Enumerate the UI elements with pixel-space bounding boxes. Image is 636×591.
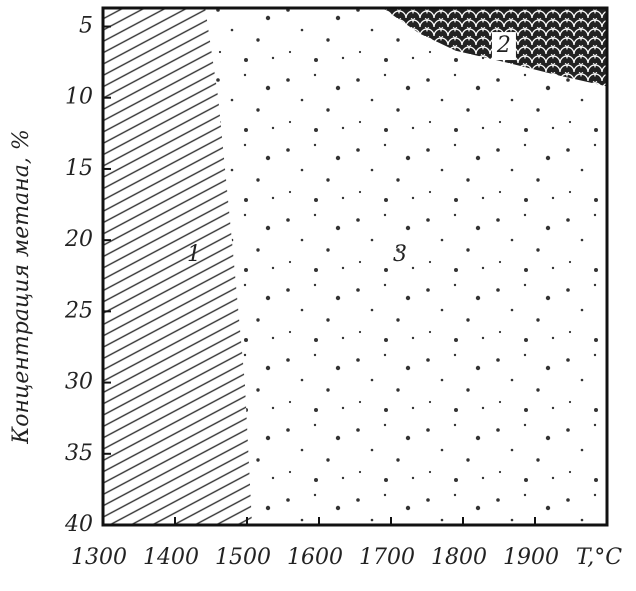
y-tick-label: 40 xyxy=(64,512,93,537)
region-label: 2 xyxy=(496,33,511,58)
label-bg xyxy=(491,32,516,61)
region xyxy=(103,8,253,525)
x-tick-label: 1900 xyxy=(503,545,559,570)
y-tick-label: 35 xyxy=(65,441,93,466)
x-axis-title: T,°C xyxy=(576,545,622,570)
x-tick-label: 1500 xyxy=(215,545,271,570)
x-tick-label: 1400 xyxy=(143,545,199,570)
y-axis-title: Концентрация метана, % xyxy=(9,129,34,445)
y-tick-label: 15 xyxy=(65,156,93,181)
y-tick-label: 20 xyxy=(64,227,93,252)
x-tick-label: 1600 xyxy=(287,545,343,570)
x-tick-label: 1800 xyxy=(431,545,487,570)
y-tick-label: 30 xyxy=(65,370,93,395)
y-tick-label: 25 xyxy=(64,298,93,323)
x-tick-label: 1300 xyxy=(71,545,127,570)
x-tick-label: 1700 xyxy=(359,545,415,570)
y-tick-label: 10 xyxy=(65,85,93,110)
frame xyxy=(101,6,609,527)
region-label: 3 xyxy=(393,242,407,267)
y-tick-label: 5 xyxy=(79,14,93,39)
region-label: 1 xyxy=(187,242,201,267)
